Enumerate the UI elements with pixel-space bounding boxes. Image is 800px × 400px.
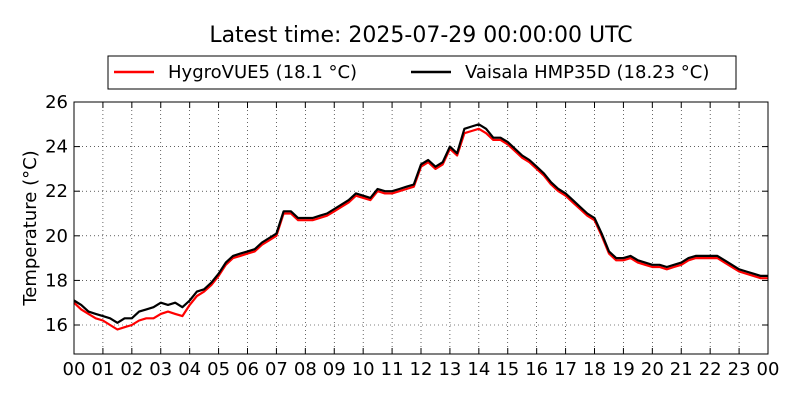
x-tick-label: 19: [612, 359, 635, 380]
x-tick-label: 18: [583, 359, 606, 380]
y-tick-label: 20: [45, 226, 68, 247]
plot-frame: [73, 101, 769, 355]
x-tick-label: 13: [438, 359, 461, 380]
x-tick-label: 00: [63, 359, 86, 380]
x-tick-label: 22: [699, 359, 722, 380]
x-tick-label: 05: [207, 359, 230, 380]
x-tick-label: 08: [294, 359, 317, 380]
y-tick-label: 26: [45, 92, 68, 113]
chart-title: Latest time: 2025-07-29 00:00:00 UTC: [209, 23, 632, 48]
y-tick-label: 18: [45, 270, 68, 291]
series-lines: [73, 123, 768, 331]
legend-label-hygrovue5: HygroVUE5 (18.1 °C): [168, 62, 357, 83]
x-tick-label: 23: [728, 359, 751, 380]
x-tick-label: 07: [265, 359, 288, 380]
y-tick-label: 22: [45, 181, 68, 202]
axis-ticks: [73, 101, 769, 354]
x-tick-label: 01: [91, 359, 114, 380]
x-tick-label: 14: [467, 359, 490, 380]
series-line-vaisala: [73, 123, 768, 324]
x-tick-label: 16: [525, 359, 548, 380]
legend: HygroVUE5 (18.1 °C) Vaisala HMP35D (18.2…: [107, 55, 737, 90]
x-tick-label: 09: [323, 359, 346, 380]
x-tick-label: 06: [236, 359, 259, 380]
y-axis-label: Temperature (°C): [20, 150, 41, 306]
y-tick-label: 24: [45, 137, 68, 158]
x-tick-label: 03: [149, 359, 172, 380]
x-tick-label: 17: [554, 359, 577, 380]
x-tick-label: 12: [410, 359, 433, 380]
y-tick-label: 16: [45, 315, 68, 336]
x-tick-label: 21: [670, 359, 693, 380]
x-tick-label: 15: [496, 359, 519, 380]
legend-label-vaisala: Vaisala HMP35D (18.23 °C): [465, 62, 709, 83]
x-tick-labels: 00 01 02 03 04 05 06 07 08 09 10 11 12 13 14 15 16 17 18 19…: [63, 359, 780, 380]
x-tick-label: 10: [352, 359, 375, 380]
x-tick-label: 02: [120, 359, 143, 380]
x-tick-label: 11: [381, 359, 404, 380]
x-tick-label: 04: [178, 359, 201, 380]
grid: [74, 102, 768, 354]
x-tick-label: 00: [757, 359, 780, 380]
x-tick-label: 20: [641, 359, 664, 380]
y-tick-labels: 16 18 20 22 24 26: [45, 92, 68, 336]
